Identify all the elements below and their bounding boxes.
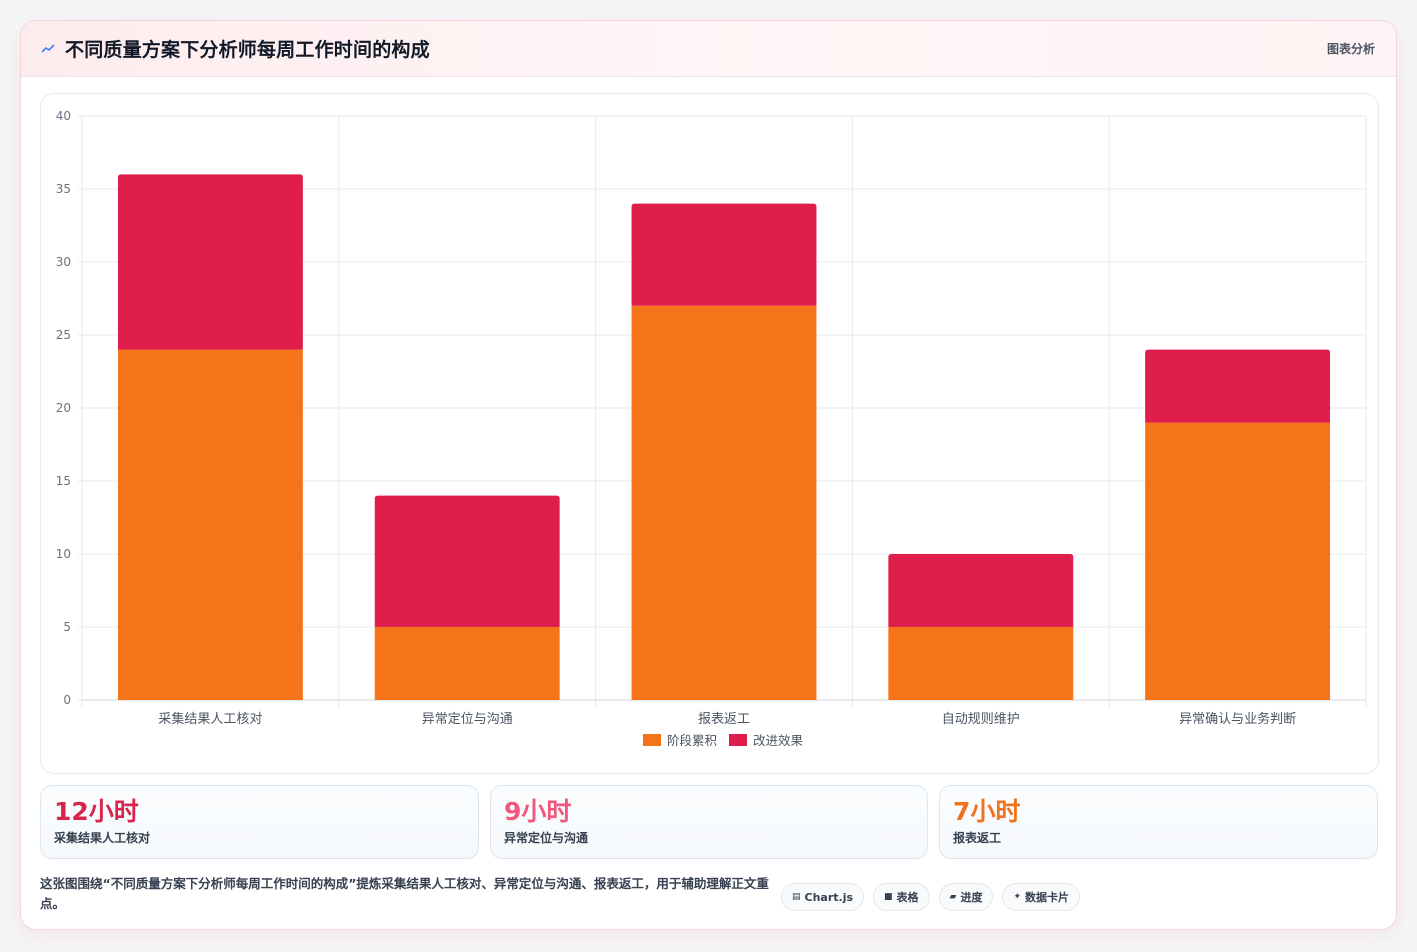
chip-data-card[interactable]: ✦ 数据卡片 [1002, 883, 1081, 911]
page-title: 不同质量方案下分析师每周工作时间的构成 [65, 39, 430, 61]
stat-value: 9小时 [504, 797, 572, 826]
y-tick-label: 10 [56, 547, 71, 561]
bar-segment-1 [374, 627, 560, 700]
stat-label: 采集结果人工核对 [54, 831, 151, 845]
legend-label: 改进效果 [753, 733, 804, 748]
chip-label: Chart.js [804, 890, 854, 904]
stat-card-3: 7小时 报表返工 [939, 785, 1378, 859]
progress-icon: ▰ [949, 892, 957, 902]
bar-segment-1 [888, 627, 1074, 700]
y-tick-label: 25 [56, 328, 71, 342]
chart-icon: ▤ [792, 892, 801, 902]
stat-card-1: 12小时 采集结果人工核对 [40, 785, 479, 859]
chip-label: 进度 [960, 891, 983, 904]
y-tick-label: 30 [56, 255, 71, 269]
table-icon: ■ [884, 892, 893, 902]
bar-segment-2 [117, 174, 303, 350]
bar-segment-2 [631, 203, 817, 306]
card-header: 不同质量方案下分析师每周工作时间的构成 图表分析 [21, 21, 1396, 77]
chart-line-icon [41, 42, 55, 56]
bar-segment-2 [888, 554, 1074, 627]
chip-label: 数据卡片 [1025, 891, 1070, 904]
legend-label: 阶段累积 [667, 733, 717, 748]
title-group: 不同质量方案下分析师每周工作时间的构成 [41, 35, 430, 62]
x-tick-label: 采集结果人工核对 [158, 711, 262, 727]
stat-value: 12小时 [54, 797, 139, 826]
stat-card-2: 9小时 异常定位与沟通 [490, 785, 928, 859]
bar-segment-1 [117, 349, 303, 700]
stat-label: 异常定位与沟通 [504, 831, 589, 845]
chart-panel: 0 5 10 15 20 25 30 35 40 采集结果人工核对 异常定位与沟通 报表返工 自动规则维… [40, 93, 1379, 774]
stat-value: 7小时 [953, 797, 1021, 826]
x-tick-label: 异常定位与沟通 [422, 712, 513, 727]
bar-segment-1 [631, 305, 817, 700]
sparkle-icon: ✦ [1013, 892, 1022, 902]
header-tag: 图表分析 [1326, 42, 1375, 56]
bar-segment-2 [374, 495, 560, 627]
y-tick-label: 5 [63, 620, 71, 634]
legend-swatch [643, 734, 661, 746]
bar-segment-2 [1145, 349, 1331, 423]
x-tick-label: 报表返工 [698, 712, 750, 727]
legend-swatch [729, 734, 747, 746]
y-tick-label: 15 [56, 474, 71, 488]
x-tick-label: 自动规则维护 [942, 712, 1020, 727]
chip-table[interactable]: ■ 表格 [873, 883, 930, 911]
stat-label: 报表返工 [953, 831, 1002, 845]
bar-segment-1 [1145, 422, 1331, 700]
chip-chartjs[interactable]: ▤ Chart.js [781, 883, 865, 911]
y-tick-label: 40 [56, 109, 71, 123]
chip-progress[interactable]: ▰ 进度 [938, 883, 994, 911]
x-tick-label: 异常确认与业务判断 [1179, 711, 1296, 727]
y-tick-label: 0 [63, 693, 71, 707]
chart-card: 不同质量方案下分析师每周工作时间的构成 图表分析 0 5 10 15 20 25 30 35 4… [20, 20, 1397, 930]
y-tick-label: 20 [56, 401, 71, 415]
y-tick-label: 35 [56, 182, 71, 196]
chip-group: ▤ Chart.js ■ 表格 ▰ 进度 ✦ 数据卡片 [781, 883, 1081, 911]
chart-description: 这张图围绕“不同质量方案下分析师每周工作时间的构成”提炼采集结果人工核对、异常定… [40, 876, 769, 911]
stacked-bar-chart: 0 5 10 15 20 25 30 35 40 采集结果人工核对 异常定位与沟通 报表返工 自动规则维… [56, 109, 1367, 748]
chip-label: 表格 [896, 891, 919, 904]
